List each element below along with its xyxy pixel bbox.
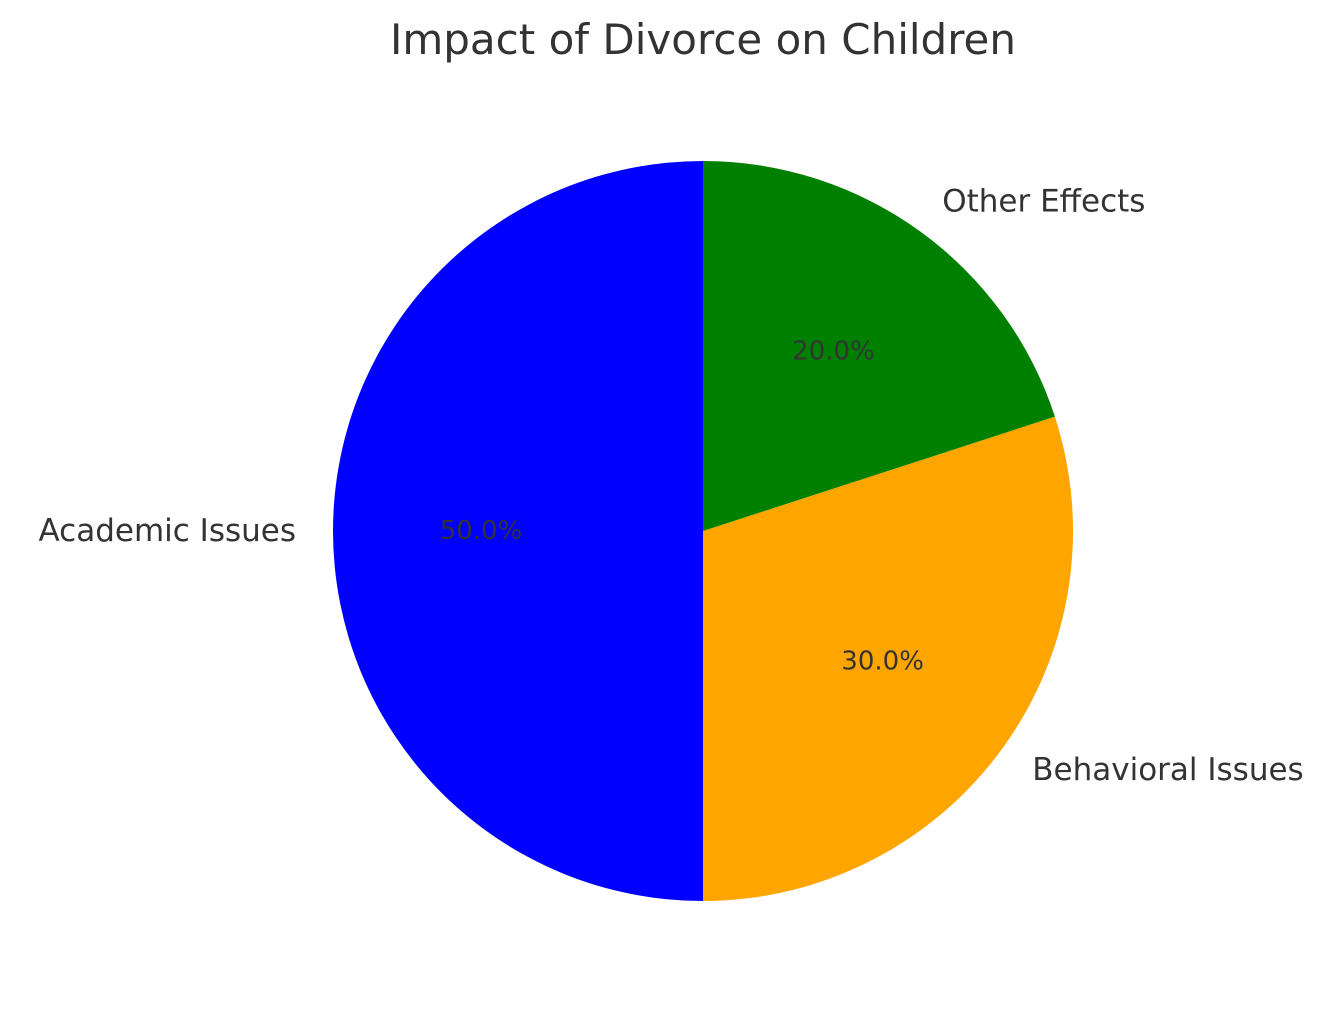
slice-label-other-effects: Other Effects [942, 184, 1145, 220]
chart-title: Impact of Divorce on Children [390, 15, 1016, 64]
pie-slices [333, 161, 1073, 901]
pie-slice-behavioral-issues [703, 416, 1073, 901]
slice-label-academic-issues: Academic Issues [39, 513, 296, 549]
pie-slice-academic-issues [333, 161, 703, 901]
pie-slice-other-effects [703, 161, 1055, 531]
pct-label-other-effects: 20.0% [792, 336, 875, 366]
pct-label-behavioral-issues: 30.0% [841, 646, 924, 676]
pie-labels: Academic Issues 50.0% Behavioral Issues 30.… [39, 184, 1304, 788]
pct-label-academic-issues: 50.0% [440, 516, 523, 546]
slice-label-behavioral-issues: Behavioral Issues [1032, 752, 1303, 788]
